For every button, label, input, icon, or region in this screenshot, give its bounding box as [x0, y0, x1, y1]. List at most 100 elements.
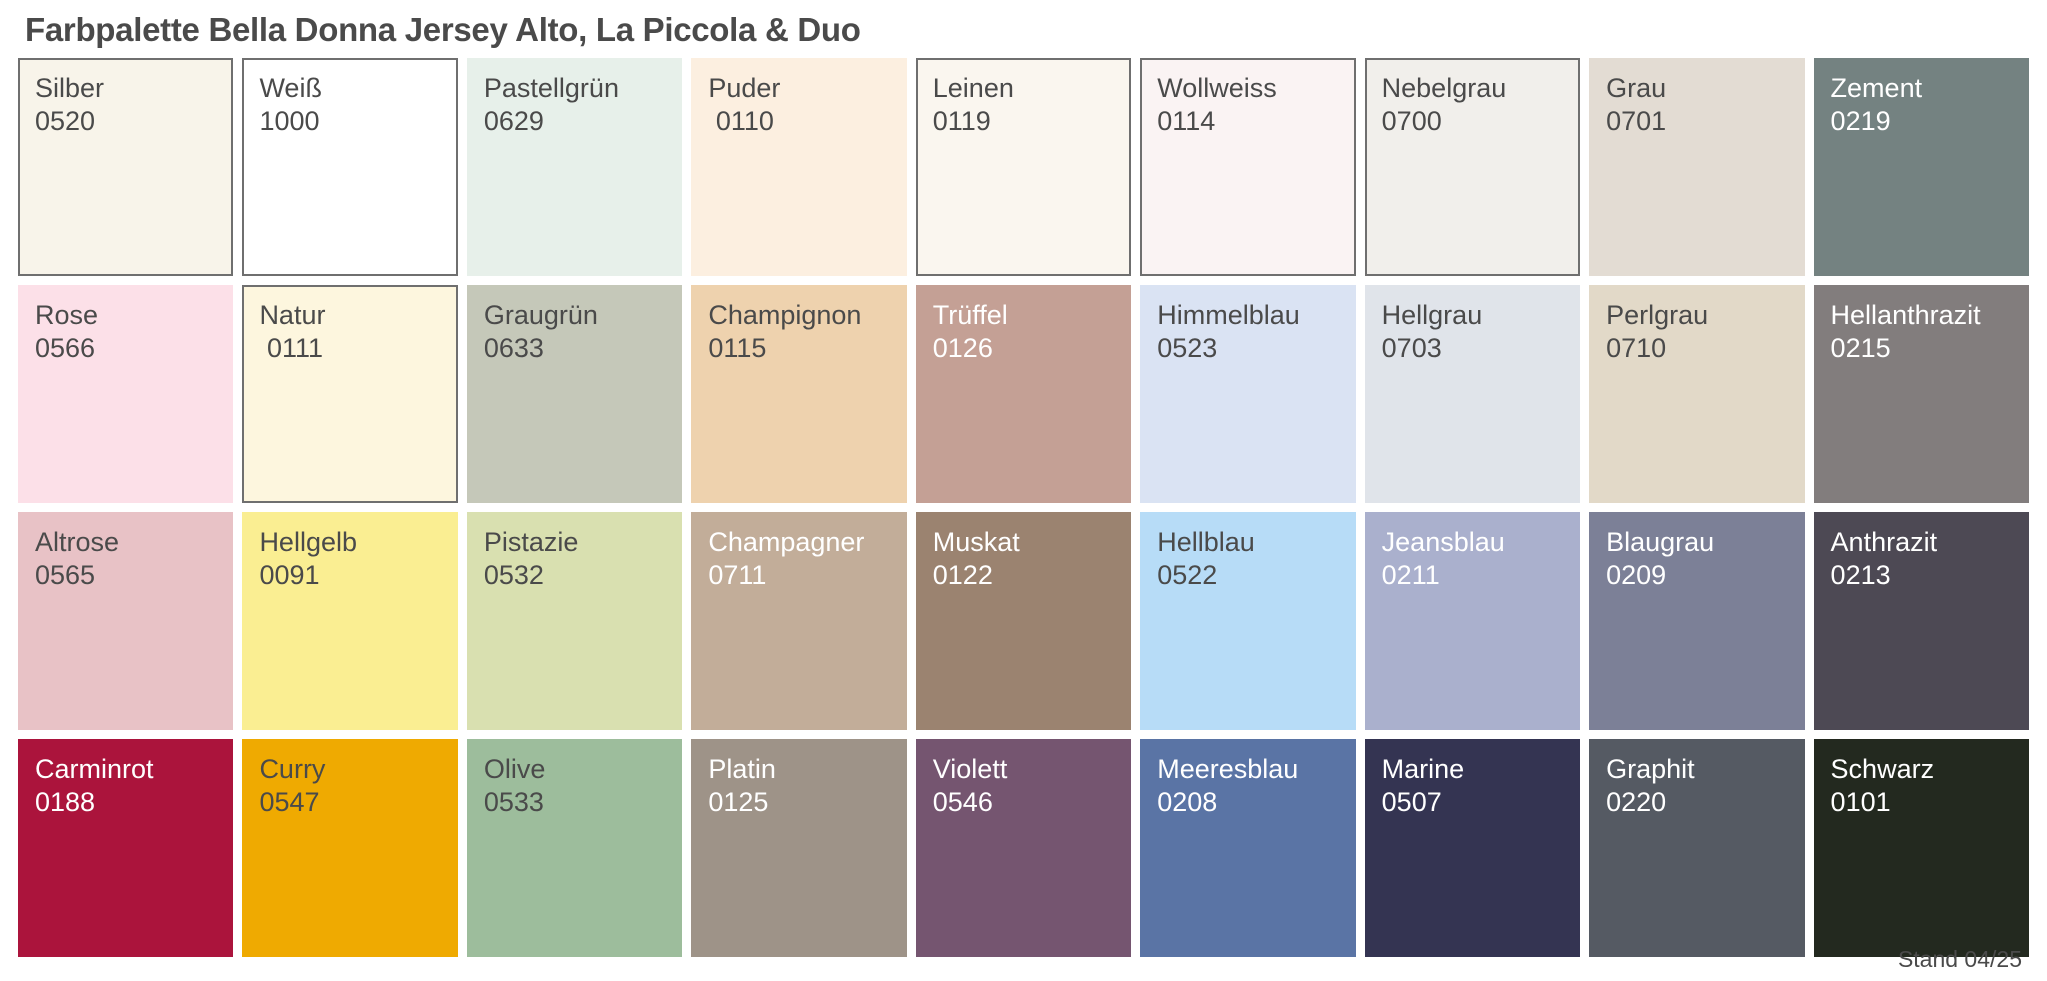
swatch-code: 0101 [1830, 786, 1891, 817]
color-swatch[interactable]: Pastellgrün 0629 [466, 57, 683, 276]
swatch-name: Rose [35, 299, 99, 330]
swatch-code: 0546 [932, 786, 993, 817]
swatch-name: Graphit [1606, 753, 1695, 784]
swatch-name: Platin [708, 753, 776, 784]
swatch-code: 0213 [1830, 559, 1891, 590]
color-swatch[interactable]: Altrose 0565 [18, 511, 234, 730]
color-swatch[interactable]: Perlgrau 0710 [1589, 284, 1805, 503]
color-swatch[interactable]: Champagner 0711 [691, 511, 907, 730]
color-swatch[interactable]: Graphit 0220 [1589, 738, 1805, 957]
color-swatch[interactable]: Carminrot 0188 [18, 738, 234, 957]
color-swatch[interactable]: Muskat 0122 [915, 511, 1132, 730]
swatch-name: Muskat [932, 526, 1020, 557]
color-swatch[interactable]: Grau 0701 [1589, 57, 1805, 276]
swatch-name: Meeresblau [1157, 753, 1299, 784]
swatch-name: Leinen [932, 72, 1014, 103]
color-swatch[interactable]: Wollweiss 0114 [1140, 57, 1356, 276]
swatch-code: 0507 [1381, 786, 1442, 817]
color-swatch[interactable]: Trüffel 0126 [915, 284, 1132, 503]
color-swatch[interactable]: Nebelgrau 0700 [1364, 57, 1581, 276]
swatch-code: 0523 [1157, 332, 1218, 363]
swatch-code: 0532 [483, 559, 544, 590]
swatch-code: 0122 [932, 559, 993, 590]
swatch-name: Champignon [708, 299, 862, 330]
swatch-code: 0703 [1381, 332, 1442, 363]
swatch-name: Olive [483, 753, 546, 784]
swatch-code: 0633 [483, 332, 544, 363]
color-swatch[interactable]: Himmelblau 0523 [1140, 284, 1356, 503]
swatch-name: Hellgrau [1381, 299, 1483, 330]
swatch-code: 0711 [708, 559, 767, 590]
swatch-code: 0701 [1606, 105, 1667, 136]
swatch-code: 0110 [708, 105, 774, 136]
swatch-name: Perlgrau [1606, 299, 1709, 330]
swatch-name: Curry [259, 753, 326, 784]
color-swatch[interactable]: Olive 0533 [466, 738, 683, 957]
color-swatch[interactable]: Champignon 0115 [691, 284, 907, 503]
swatch-name: Hellanthrazit [1830, 299, 1981, 330]
swatch-code: 0710 [1606, 332, 1667, 363]
swatch-name: Silber [35, 72, 105, 103]
color-swatch[interactable]: Leinen 0119 [915, 57, 1132, 276]
swatch-name: Trüffel [932, 299, 1008, 330]
color-swatch[interactable]: Jeansblau 0211 [1364, 511, 1581, 730]
swatch-code: 0629 [483, 105, 544, 136]
swatch-name: Grau [1606, 72, 1667, 103]
swatch-code: 0700 [1381, 105, 1442, 136]
swatch-code: 0126 [932, 332, 993, 363]
color-swatch[interactable]: Meeresblau 0208 [1140, 738, 1356, 957]
swatch-code: 0091 [259, 559, 320, 590]
color-swatch[interactable]: Curry 0547 [242, 738, 458, 957]
swatch-name: Zement [1830, 72, 1923, 103]
swatch-code: 0220 [1606, 786, 1667, 817]
swatch-name: Hellblau [1157, 526, 1255, 557]
swatch-code: 0115 [708, 332, 767, 363]
swatch-name: Schwarz [1830, 753, 1935, 784]
swatch-code: 0565 [35, 559, 96, 590]
palette-grid: Silber 0520 Weiß 1000 Pastellgrün 0629 Puder 0… [18, 57, 2029, 957]
swatch-name: Graugrün [483, 299, 598, 330]
color-swatch[interactable]: Hellanthrazit 0215 [1813, 284, 2029, 503]
swatch-code: 0188 [35, 786, 96, 817]
swatch-code: 0211 [1381, 559, 1440, 590]
swatch-name: Pistazie [483, 526, 579, 557]
color-swatch[interactable]: Natur 0111 [242, 284, 458, 503]
page-title: Farbpalette Bella Donna Jersey Alto, La … [25, 11, 861, 48]
swatch-name: Weiß [259, 72, 322, 103]
color-swatch[interactable]: Hellblau 0522 [1140, 511, 1356, 730]
swatch-code: 0520 [35, 105, 96, 136]
color-swatch[interactable]: Blaugrau 0209 [1589, 511, 1805, 730]
color-swatch[interactable]: Weiß 1000 [242, 57, 458, 276]
swatch-code: 0208 [1157, 786, 1218, 817]
swatch-name: Blaugrau [1606, 526, 1715, 557]
swatch-name: Himmelblau [1157, 299, 1300, 330]
swatch-code: 0114 [1157, 105, 1216, 136]
color-swatch[interactable]: Violett 0546 [915, 738, 1132, 957]
swatch-name: Hellgelb [259, 526, 357, 557]
color-swatch[interactable]: Pistazie 0532 [466, 511, 683, 730]
color-swatch[interactable]: Hellgrau 0703 [1364, 284, 1581, 503]
swatch-code: 0111 [259, 332, 323, 363]
color-swatch[interactable]: Rose 0566 [18, 284, 234, 503]
color-swatch[interactable]: Platin 0125 [691, 738, 907, 957]
swatch-name: Wollweiss [1157, 72, 1277, 103]
color-swatch[interactable]: Silber 0520 [18, 57, 234, 276]
color-swatch[interactable]: Graugrün 0633 [466, 284, 683, 503]
swatch-code: 0125 [708, 786, 769, 817]
swatch-name: Anthrazit [1830, 526, 1938, 557]
swatch-code: 0522 [1157, 559, 1218, 590]
color-swatch[interactable]: Anthrazit 0213 [1813, 511, 2029, 730]
color-swatch[interactable]: Puder 0110 [691, 57, 907, 276]
swatch-name: Champagner [708, 526, 865, 557]
swatch-code: 0547 [259, 786, 320, 817]
color-swatch[interactable]: Marine 0507 [1364, 738, 1581, 957]
swatch-name: Marine [1381, 753, 1465, 784]
swatch-name: Jeansblau [1381, 526, 1505, 557]
color-swatch[interactable]: Schwarz 0101 [1813, 738, 2029, 957]
swatch-code: 0119 [932, 105, 991, 136]
color-swatch[interactable]: Zement 0219 [1813, 57, 2029, 276]
color-swatch[interactable]: Hellgelb 0091 [242, 511, 458, 730]
swatch-code: 0566 [35, 332, 96, 363]
swatch-name: Violett [932, 753, 1008, 784]
